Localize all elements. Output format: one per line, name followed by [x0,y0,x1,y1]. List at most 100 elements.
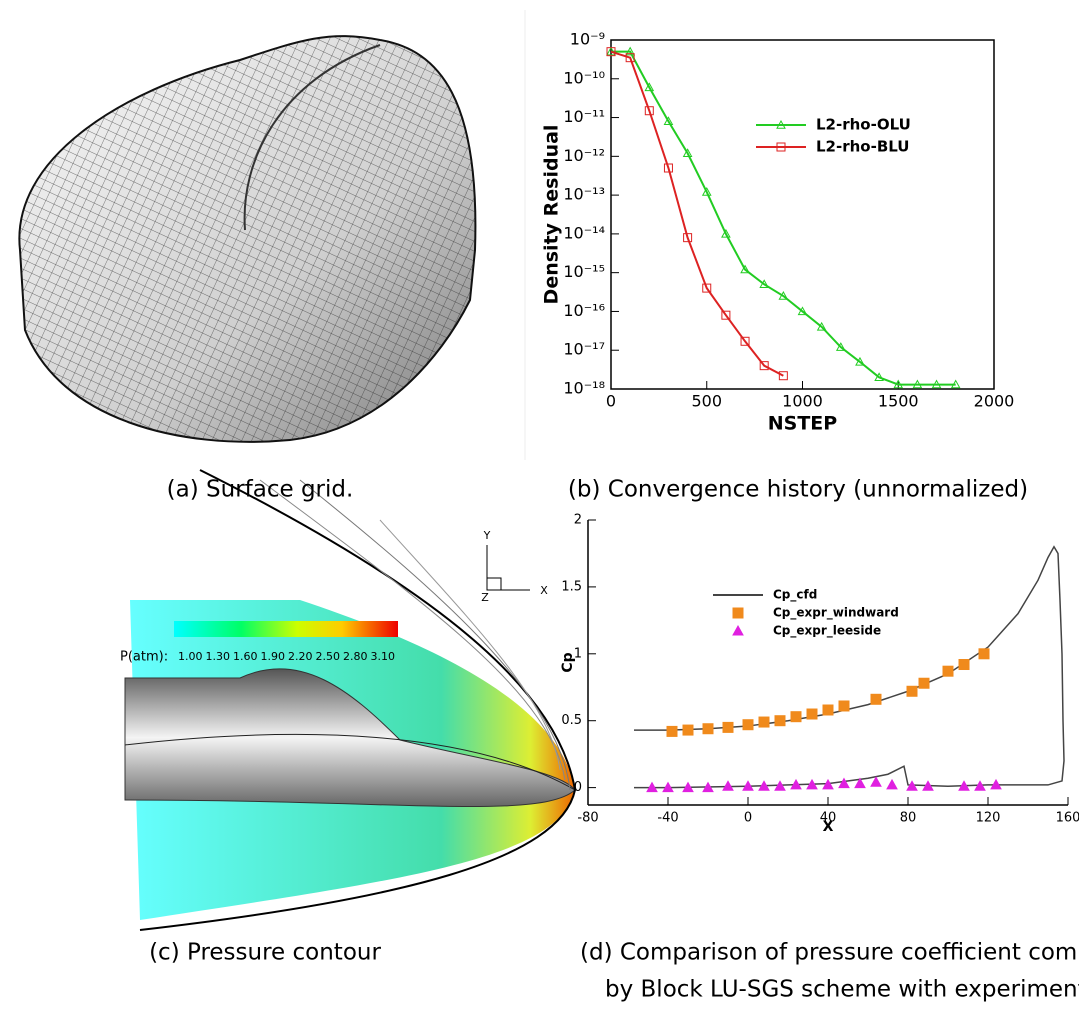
marker [721,228,731,238]
y-tick-label: 10⁻⁹ [570,30,605,49]
surface-grid-image [18,35,477,443]
y-tick-label: 10⁻¹² [563,146,605,165]
marker [722,721,734,733]
marker [683,233,693,243]
legend-marker [732,624,744,636]
marker [644,82,655,92]
caption: (a) Surface grid. [167,477,354,503]
marker [625,46,635,56]
marker [855,356,865,366]
x-tick-label: 1000 [782,392,823,411]
marker [922,780,934,791]
marker [893,379,904,389]
y-tick-label: 0.5 [561,713,582,728]
marker [740,264,750,274]
y-tick-label: 1.5 [561,579,582,594]
x-tick-label: 120 [976,811,1001,826]
colorbar-tick-label: 1.30 [206,650,231,663]
x-tick-label: 0 [744,811,752,826]
marker [666,725,678,737]
y-tick-label: 10⁻¹⁷ [563,340,605,359]
marker [918,677,930,689]
colorbar-label: P(atm): [120,650,168,665]
marker [990,778,1002,790]
x-tick-label: 40 [820,811,837,826]
marker [663,163,673,173]
marker [740,336,750,346]
y-tick-label: 2 [574,513,582,528]
x-tick-label: 1500 [878,392,919,411]
marker [606,47,616,57]
x-tick-label: 160 [1056,811,1079,826]
y-axis-label: Cp [560,652,576,672]
marker [774,715,786,727]
marker [912,379,923,389]
marker [958,659,970,671]
legend-marker [776,142,786,152]
marker [758,780,770,791]
y-axis-label: Density Residual [541,125,563,305]
axis-triad-label: Y [483,529,491,542]
marker [797,306,808,316]
marker [742,719,754,731]
series-line [611,50,956,386]
series-line [634,545,1065,789]
marker [759,279,770,289]
plot-frame [610,39,995,390]
colorbar-tick-label: 1.90 [261,650,286,663]
marker [931,379,942,389]
y-tick-label: 1 [574,646,582,661]
x-axis-label: X [823,819,834,835]
marker [702,283,712,293]
marker [870,693,882,705]
x-tick-label: -80 [577,811,598,826]
marker [874,372,884,382]
caption: (b) Convergence history (unnormalized) [568,477,1028,503]
marker [870,776,882,787]
marker [682,148,693,157]
marker [822,778,834,790]
marker [774,780,786,791]
axis-triad-label: Z [481,591,489,604]
marker [721,310,731,320]
y-tick-label: 10⁻¹¹ [563,107,605,126]
marker [682,781,694,793]
y-tick-label: 10⁻¹⁴ [563,223,605,242]
marker [702,781,714,793]
marker [790,778,802,790]
y-tick-label: 10⁻¹³ [563,185,605,204]
x-tick-label: 80 [900,811,917,826]
marker [806,708,818,720]
marker [978,648,990,660]
marker [906,685,918,697]
y-tick-label: 0 [574,780,582,795]
pressure-contour-image [124,469,577,931]
marker [974,780,986,791]
colorbar-tick-label: 3.10 [371,650,396,663]
legend-label: L2-rho-BLU [816,138,909,156]
marker [838,700,850,712]
legend-label: L2-rho-OLU [816,116,911,134]
legend-label: Cp_expr_leeside [773,624,881,639]
marker [722,780,734,791]
marker [958,780,970,791]
marker [790,711,802,723]
marker [646,781,658,793]
marker [644,106,654,116]
marker [701,187,712,196]
marker [662,781,674,793]
colorbar-tick-label: 2.20 [288,650,313,663]
x-tick-label: 2000 [974,392,1015,411]
y-tick-label: 10⁻¹⁶ [563,301,605,320]
colorbar-tick-label: 1.60 [233,650,258,663]
marker [906,780,918,791]
marker [886,778,898,790]
caption: (c) Pressure contour [149,940,381,966]
marker [758,716,770,728]
legend-marker [732,607,744,619]
y-tick-label: 10⁻¹⁸ [563,379,605,398]
legend-label: Cp_cfd [773,588,817,603]
marker [702,723,714,735]
axis-triad-label: X [540,584,548,597]
